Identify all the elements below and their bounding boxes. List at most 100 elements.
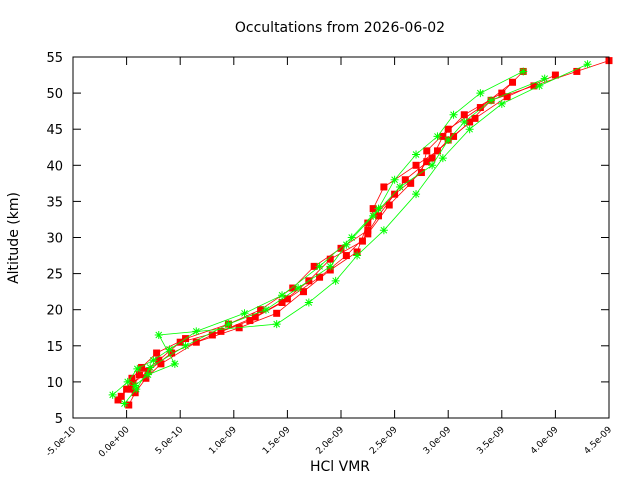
series-2-profile-line bbox=[124, 78, 545, 404]
data-point bbox=[364, 226, 372, 234]
data-point bbox=[149, 356, 158, 365]
data-point bbox=[379, 226, 388, 235]
data-point bbox=[380, 183, 388, 191]
data-point bbox=[310, 262, 318, 270]
data-point bbox=[460, 111, 468, 119]
data-point bbox=[364, 230, 372, 238]
data-point bbox=[315, 262, 324, 271]
y-tick-label: 55 bbox=[46, 51, 63, 66]
series-1-profile-line bbox=[117, 60, 610, 401]
data-point bbox=[390, 175, 399, 184]
data-point bbox=[444, 125, 452, 133]
data-point bbox=[154, 330, 163, 339]
data-point bbox=[540, 74, 549, 83]
data-point bbox=[138, 363, 146, 371]
data-point bbox=[157, 360, 165, 368]
data-point bbox=[358, 237, 366, 245]
data-point bbox=[412, 150, 421, 159]
data-point bbox=[428, 154, 436, 162]
data-point bbox=[326, 255, 334, 263]
data-layer bbox=[108, 57, 613, 409]
data-point bbox=[374, 204, 383, 213]
data-point bbox=[450, 132, 458, 140]
y-tick-label: 10 bbox=[46, 376, 63, 391]
data-point bbox=[117, 392, 125, 400]
x-tick-label: 5.0e-10 bbox=[154, 425, 186, 457]
data-point bbox=[412, 190, 421, 199]
data-point bbox=[444, 136, 453, 145]
data-point bbox=[278, 298, 286, 306]
data-point bbox=[476, 104, 484, 112]
data-point bbox=[326, 262, 335, 271]
y-tick-label: 30 bbox=[46, 232, 63, 247]
data-point bbox=[108, 390, 117, 399]
data-point bbox=[299, 288, 307, 296]
y-tick-label: 5 bbox=[55, 412, 63, 427]
y-tick-label: 45 bbox=[46, 123, 63, 138]
data-point bbox=[423, 147, 431, 155]
data-point bbox=[342, 240, 351, 249]
data-point bbox=[135, 371, 143, 379]
data-point bbox=[155, 356, 163, 364]
data-point bbox=[401, 176, 409, 184]
data-point bbox=[127, 385, 135, 393]
data-point bbox=[433, 132, 442, 141]
data-point bbox=[224, 320, 233, 329]
x-tick-label: 3.0e-09 bbox=[422, 425, 454, 457]
data-point bbox=[337, 244, 345, 252]
data-point bbox=[497, 99, 506, 108]
x-axis-label: HCl VMR bbox=[310, 459, 370, 475]
data-point bbox=[170, 359, 179, 368]
data-point bbox=[142, 374, 150, 382]
y-tick-label: 40 bbox=[46, 159, 63, 174]
data-point bbox=[146, 363, 155, 372]
series-2 bbox=[108, 60, 592, 408]
data-point bbox=[503, 93, 511, 101]
data-point bbox=[347, 233, 356, 242]
data-point bbox=[133, 364, 142, 373]
data-point bbox=[369, 205, 377, 213]
data-point bbox=[165, 345, 174, 354]
data-point bbox=[272, 320, 281, 329]
x-tick-label: 1.0e-09 bbox=[207, 425, 239, 457]
x-tick-label: 3.5e-09 bbox=[475, 425, 507, 457]
data-point bbox=[181, 341, 190, 350]
data-point bbox=[423, 158, 431, 166]
data-point bbox=[449, 110, 458, 119]
data-point bbox=[439, 132, 447, 140]
data-point bbox=[131, 389, 139, 397]
data-point bbox=[342, 252, 350, 260]
data-point bbox=[120, 399, 129, 408]
data-point bbox=[273, 309, 281, 317]
data-point bbox=[283, 295, 291, 303]
data-point bbox=[278, 291, 287, 300]
data-point bbox=[471, 114, 479, 122]
data-point bbox=[217, 327, 225, 335]
x-tick-label: 0.0e+00 bbox=[97, 425, 132, 460]
y-tick-label: 25 bbox=[46, 268, 63, 283]
data-point bbox=[208, 331, 216, 339]
data-point bbox=[369, 211, 378, 220]
data-point bbox=[304, 298, 313, 307]
x-tick-label: -5.0e-10 bbox=[44, 425, 78, 459]
data-point bbox=[551, 71, 559, 79]
data-point bbox=[294, 284, 303, 293]
data-point bbox=[153, 349, 161, 357]
data-point bbox=[530, 82, 538, 90]
x-tick-label: 4.5e-09 bbox=[583, 425, 615, 457]
data-point bbox=[132, 385, 141, 394]
y-tick-label: 35 bbox=[46, 195, 63, 210]
data-point bbox=[257, 306, 265, 314]
data-point bbox=[519, 67, 528, 76]
data-point bbox=[131, 381, 140, 390]
x-tick-label: 4.0e-09 bbox=[529, 425, 561, 457]
series-1-profile-line bbox=[128, 81, 513, 406]
data-point bbox=[128, 374, 136, 382]
data-point bbox=[123, 377, 132, 386]
y-axis-label: Altitude (km) bbox=[6, 192, 22, 284]
data-point bbox=[395, 182, 404, 191]
data-point bbox=[498, 89, 506, 97]
data-point bbox=[466, 118, 474, 126]
data-point bbox=[535, 81, 544, 90]
